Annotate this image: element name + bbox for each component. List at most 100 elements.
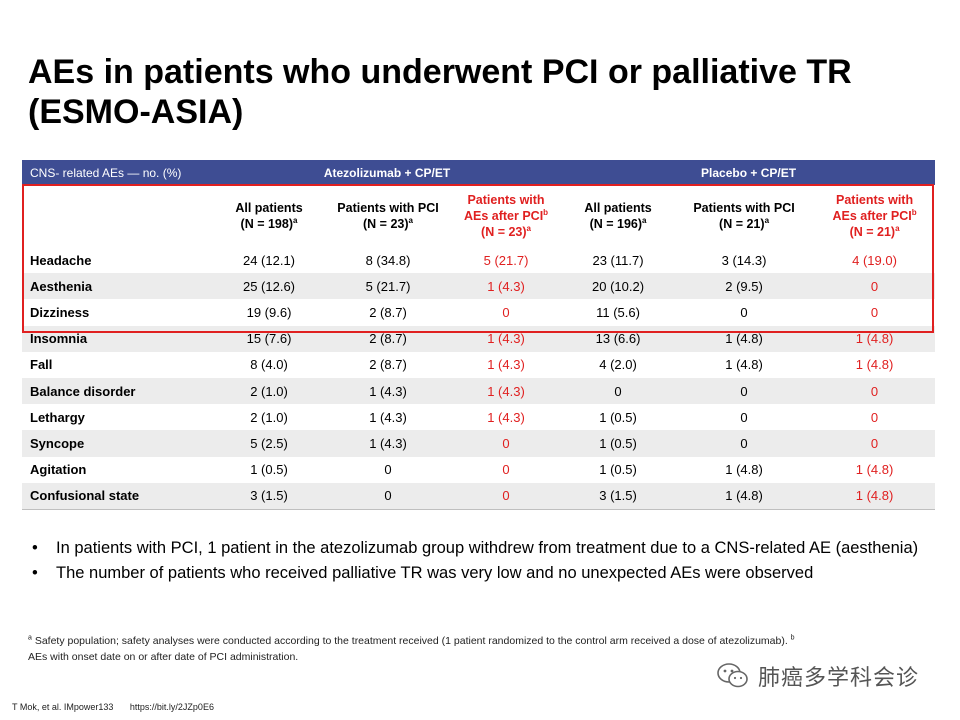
watermark-text: 肺癌多学科会诊: [758, 665, 920, 690]
table-cell: 2 (8.7): [326, 351, 450, 378]
table-cell: 1 (4.3): [450, 351, 563, 378]
citation-ref: T Mok, et al. IMpower133: [12, 702, 114, 712]
table-cell: 2 (1.0): [212, 377, 326, 405]
column-header-n: (N = 23): [363, 217, 409, 231]
table-cell: 0: [674, 430, 815, 457]
table-cell: 8 (34.8): [326, 247, 450, 274]
table-cell: 1 (4.8): [674, 351, 815, 378]
row-label: Agitation: [22, 456, 212, 483]
footnote-sup-b: b: [790, 634, 795, 642]
table-cell: 2 (8.7): [326, 299, 450, 326]
table-cell: 0: [562, 377, 675, 405]
table-row: Confusional state 3 (1.5) 0 0 3 (1.5) 1 (4.8)…: [22, 482, 936, 510]
bullet-item: • In patients with PCI, 1 patient in the …: [32, 537, 932, 559]
bullet-text: The number of patients who received pall…: [56, 564, 814, 582]
column-header: Patients with AEs after PCIb (N = 23)a: [450, 185, 563, 247]
table-cell: 0: [674, 377, 815, 405]
column-header: All patients (N = 196)a: [562, 185, 675, 247]
bullet-dot: •: [32, 564, 38, 582]
table-cell: 0: [674, 299, 815, 326]
column-header-line: AEs after PCI: [832, 209, 912, 223]
table-row: Lethargy 2 (1.0) 1 (4.3) 1 (4.3) 1 (0.5) 0 0: [22, 404, 936, 431]
footnote-text-b: AEs with onset date on or after date of …: [28, 651, 299, 663]
table-row: Syncope 5 (2.5) 1 (4.3) 0 1 (0.5) 0 0: [22, 430, 936, 457]
bullet-dot: •: [32, 539, 38, 557]
table-cell: 0: [450, 456, 563, 483]
footnote-text-a: Safety population; safety analyses were …: [31, 635, 791, 647]
slide-title: AEs in patients who underwent PCI or pal…: [28, 53, 852, 131]
row-label: Headache: [22, 247, 212, 274]
footnote-marker: a: [293, 215, 298, 225]
column-header-blank: [22, 185, 212, 247]
table-cell: 1 (4.3): [326, 404, 450, 431]
table-row: Dizziness 19 (9.6) 2 (8.7) 0 11 (5.6) 0 0: [22, 299, 936, 326]
table-cell: 4 (19.0): [814, 247, 936, 274]
table-header-label: CNS- related AEs — no. (%): [22, 160, 212, 185]
footnote-marker: a: [526, 223, 531, 233]
citation: T Mok, et al. IMpower133 https://bit.ly/…: [12, 702, 228, 712]
table-cell: 25 (12.6): [212, 273, 326, 300]
table-row: Agitation 1 (0.5) 0 0 1 (0.5) 1 (4.8) 1 (4.8): [22, 456, 936, 483]
table-cell: 3 (14.3): [674, 247, 815, 274]
table-cell: 11 (5.6): [562, 299, 675, 326]
table-cell: 13 (6.6): [562, 325, 675, 352]
table-cell: 1 (4.3): [450, 273, 563, 300]
table-row: Fall 8 (4.0) 2 (8.7) 1 (4.3) 4 (2.0) 1 (4.8) 1…: [22, 351, 936, 378]
table-cell: 4 (2.0): [562, 351, 675, 378]
table-cell: 20 (10.2): [562, 273, 675, 300]
column-header: Patients with PCI (N = 21)a: [674, 185, 815, 247]
column-header: All patients (N = 198)a: [212, 185, 326, 247]
column-header-n: (N = 198): [240, 217, 293, 231]
table-cell: 0: [814, 430, 936, 457]
table-cell: 1 (4.8): [674, 325, 815, 352]
table-cell: 0: [450, 430, 563, 457]
ae-table: CNS- related AEs — no. (%) Atezolizumab …: [22, 160, 936, 510]
table-cell: 3 (1.5): [562, 482, 675, 510]
table-cell: 1 (4.3): [326, 430, 450, 457]
column-header-n: (N = 21): [719, 217, 765, 231]
column-header: Patients with PCI (N = 23)a: [326, 185, 450, 247]
table-cell: 2 (8.7): [326, 325, 450, 352]
column-header: Patients with AEs after PCIb (N = 21)a: [814, 185, 936, 247]
table-cell: 3 (1.5): [212, 482, 326, 510]
bullet-item: • The number of patients who received pal…: [32, 562, 932, 584]
table-column-header: All patients (N = 198)a Patients with PCI(…: [22, 185, 936, 247]
table-group-header: CNS- related AEs — no. (%) Atezolizumab …: [22, 160, 936, 185]
citation-url[interactable]: https://bit.ly/2JZp0E6: [129, 702, 214, 712]
row-label: Fall: [22, 351, 212, 378]
bullet-text: In patients with PCI, 1 patient in the a…: [56, 539, 919, 557]
row-label: Insomnia: [22, 325, 212, 352]
table-cell: 1 (4.8): [814, 456, 936, 483]
column-header-n: (N = 196): [589, 217, 643, 231]
table-cell: 1 (4.3): [450, 377, 563, 405]
table-cell: 8 (4.0): [212, 351, 326, 378]
group-atezolizumab: Atezolizumab + CP/ET: [212, 160, 563, 185]
table-cell: 0: [326, 482, 450, 510]
bullet-list: • In patients with PCI, 1 patient in the …: [32, 537, 932, 587]
table-cell: 1 (4.3): [450, 325, 563, 352]
wechat-icon: [717, 663, 748, 688]
table-cell: 1 (0.5): [562, 404, 675, 431]
table-cell: 0: [674, 404, 815, 431]
table-cell: 0: [814, 404, 936, 431]
column-header-line: Patients with PCI: [693, 201, 795, 215]
table-cell: 1 (4.3): [326, 377, 450, 405]
table-cell: 1 (4.8): [814, 351, 936, 378]
table-cell: 1 (4.8): [674, 456, 815, 483]
table-cell: 19 (9.6): [212, 299, 326, 326]
column-header-line: All patients: [584, 201, 652, 215]
table-cell: 5 (21.7): [326, 273, 450, 300]
footnote-marker: a: [895, 223, 900, 233]
row-label: Lethargy: [22, 404, 212, 431]
table-cell: 0: [450, 482, 563, 510]
table-cell: 0: [450, 299, 563, 326]
column-header-n: (N = 21): [849, 225, 896, 239]
group-placebo: Placebo + CP/ET: [562, 160, 936, 185]
table-cell: 5 (2.5): [212, 430, 326, 457]
footnote: a Safety population; safety analyses wer…: [28, 633, 798, 665]
footnote-marker: b: [543, 207, 549, 217]
footnote-marker: a: [408, 215, 413, 225]
table-cell: 24 (12.1): [212, 247, 326, 274]
column-header-n: (N = 23): [481, 225, 527, 239]
watermark: 肺癌多学科会诊: [716, 660, 919, 692]
